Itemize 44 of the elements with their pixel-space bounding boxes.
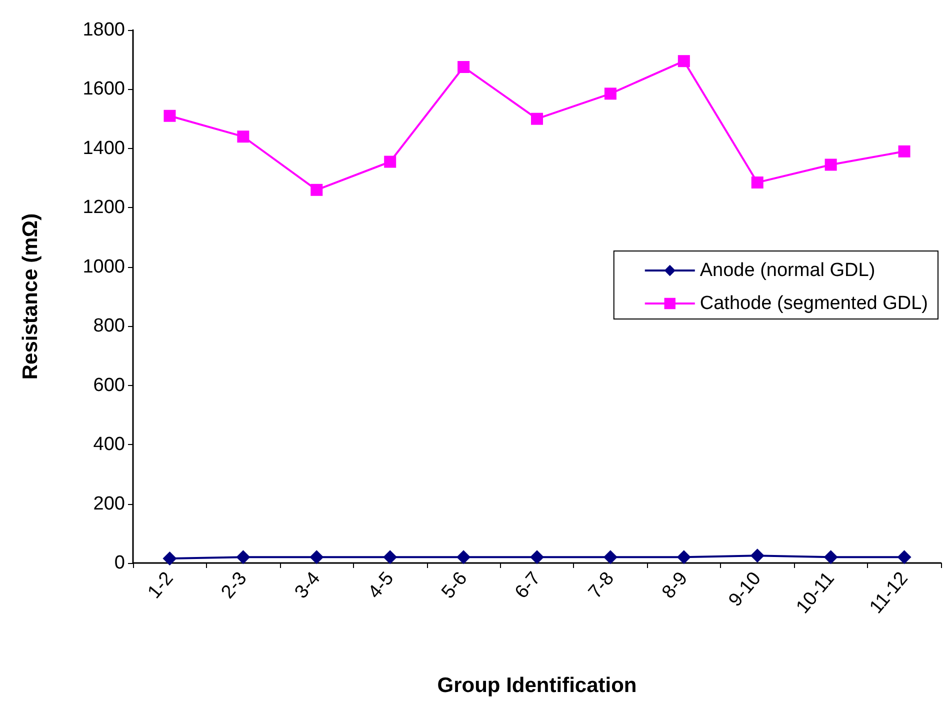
point: [898, 145, 910, 158]
point: [456, 550, 471, 564]
y-tick-label: 200: [93, 493, 125, 514]
x-tick-label: 7-8: [584, 568, 618, 603]
y-axis-title: Resistance (mΩ): [19, 213, 42, 380]
x-tick-label: 6-7: [511, 568, 546, 603]
x-tick-label: 8-9: [658, 568, 692, 603]
y-tick-label: 1000: [82, 256, 125, 278]
x-axis-title: Group Identification: [437, 674, 637, 697]
point: [458, 61, 470, 74]
point: [383, 550, 398, 564]
point: [384, 156, 396, 168]
point: [164, 110, 176, 122]
point: [678, 55, 690, 68]
legend-label: Anode (normal GDL): [700, 260, 876, 281]
y-tick-label: 400: [93, 434, 125, 456]
y-tick-label: 1600: [82, 78, 125, 100]
point: [162, 552, 177, 566]
y-tick-label: 1400: [82, 138, 125, 159]
y-tick-label: 0: [114, 552, 125, 574]
point: [530, 550, 544, 564]
legend-label: Cathode (segmented GDL): [700, 293, 928, 314]
x-tick-label: 5-6: [438, 568, 472, 603]
y-tick-label: 600: [93, 374, 125, 396]
point: [897, 550, 912, 564]
point: [750, 548, 764, 563]
point: [310, 184, 323, 196]
y-tick-label: 1800: [82, 20, 125, 40]
point: [676, 550, 691, 564]
point: [603, 550, 618, 564]
point: [824, 158, 837, 171]
x-tick-label: 3-4: [290, 568, 325, 603]
point: [824, 550, 838, 564]
point: [531, 112, 543, 125]
x-tick-label: 2-3: [217, 568, 252, 603]
y-tick-label: 1200: [82, 197, 125, 218]
point: [236, 550, 250, 564]
y-tick-label: 800: [93, 316, 125, 337]
point: [604, 88, 616, 100]
point: [237, 130, 250, 143]
point: [751, 176, 764, 188]
point: [310, 550, 324, 564]
x-tick-label: 1-2: [144, 568, 178, 603]
x-tick-label: 4-5: [364, 568, 398, 603]
